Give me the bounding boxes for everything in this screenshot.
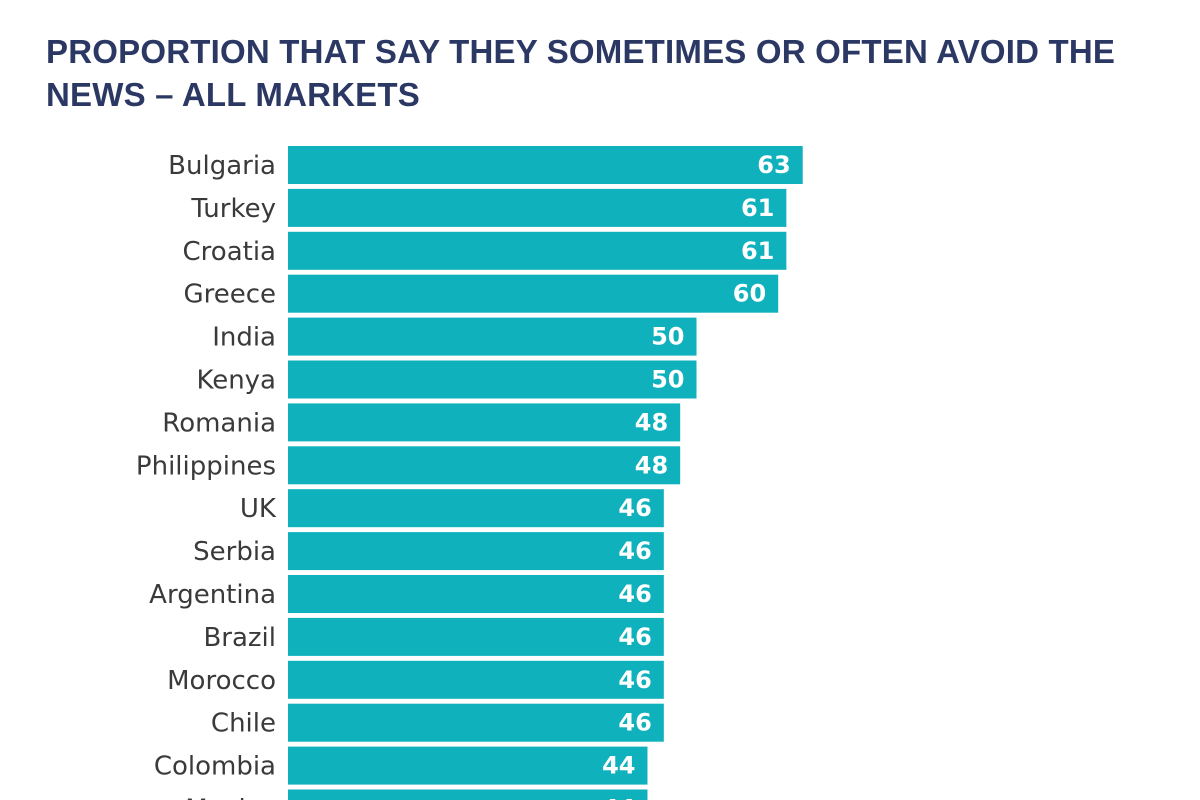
value-label: 46 [618, 623, 651, 651]
bar-serbia [288, 532, 664, 571]
bar-croatia [288, 231, 787, 270]
category-label: UK [240, 494, 277, 524]
category-label: Philippines [136, 451, 276, 481]
value-label: 61 [741, 237, 774, 265]
value-label: 44 [602, 752, 635, 780]
bar-colombia [288, 746, 648, 785]
value-label: 60 [733, 280, 766, 308]
bars-group: Bulgaria 63 Turkey 61 Croatia 61 Greece 60 India… [136, 146, 803, 800]
category-label: Turkey [190, 194, 276, 224]
category-label: Greece [183, 280, 276, 310]
value-label: 46 [618, 494, 651, 522]
chart-title: PROPORTION THAT SAY THEY SOMETIMES OR OF… [46, 33, 1116, 113]
bar-brazil [288, 617, 664, 656]
category-label: Croatia [183, 237, 276, 267]
bar-morocco [288, 660, 664, 699]
category-label: Kenya [196, 366, 276, 396]
bar-kenya [288, 360, 697, 399]
value-label: 46 [618, 580, 651, 608]
value-label: 63 [757, 151, 790, 179]
category-label: Morocco [167, 666, 276, 696]
category-label: Serbia [193, 537, 276, 567]
category-label: Romania [162, 408, 276, 438]
value-label: 46 [618, 537, 651, 565]
bar-greece [288, 274, 779, 313]
category-label: Argentina [149, 580, 276, 610]
category-label: Bulgaria [168, 151, 276, 181]
category-label: India [212, 323, 276, 353]
bar-philippines [288, 446, 681, 485]
value-label: 48 [635, 408, 668, 436]
value-label: 44 [602, 795, 635, 800]
value-label: 50 [651, 366, 684, 394]
bar-uk [288, 489, 664, 528]
bar-turkey [288, 188, 787, 227]
category-label: Colombia [154, 752, 276, 782]
bar-chile [288, 703, 664, 742]
bar-india [288, 317, 697, 356]
value-label: 50 [651, 323, 684, 351]
bar-argentina [288, 575, 664, 613]
category-label: Mexico [185, 795, 276, 800]
value-label: 48 [635, 451, 668, 479]
category-label: Chile [211, 709, 276, 739]
category-label: Brazil [203, 623, 276, 653]
bar-mexico [288, 789, 648, 800]
value-label: 46 [618, 709, 651, 737]
bar-romania [288, 403, 681, 442]
value-label: 61 [741, 194, 774, 222]
value-label: 46 [618, 666, 651, 694]
bar-bulgaria [288, 146, 803, 184]
